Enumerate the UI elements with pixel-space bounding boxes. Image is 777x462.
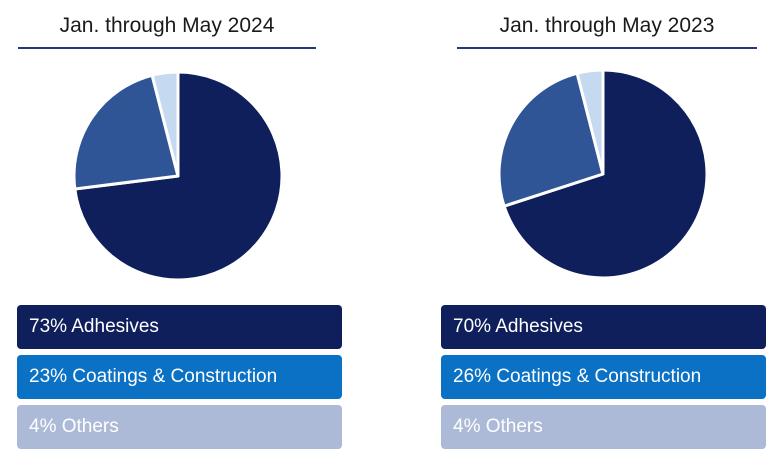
pie-slice-coatings-construction — [72, 73, 180, 191]
pie-slice-others — [150, 70, 180, 178]
legend-adhesives: 73% Adhesives — [17, 305, 342, 349]
chart-title: Jan. through May 2024 — [18, 11, 316, 49]
legend-others: 4% Others — [17, 405, 342, 449]
pie-chart — [497, 68, 709, 280]
chart-title: Jan. through May 2023 — [457, 11, 757, 49]
legend-coatings-construction: 26% Coatings & Construction — [441, 355, 766, 399]
chart-panel-2023: Jan. through May 2023 70% Adhesives 26% … — [425, 0, 766, 462]
legend-coatings-construction: 23% Coatings & Construction — [17, 355, 342, 399]
pie-slice-others — [575, 68, 605, 176]
legend-others: 4% Others — [441, 405, 766, 449]
pie-slice-coatings-construction — [497, 71, 605, 208]
pie-chart — [72, 70, 284, 282]
chart-panel-2024: Jan. through May 2024 73% Adhesives 23% … — [0, 0, 342, 462]
legend-adhesives: 70% Adhesives — [441, 305, 766, 349]
pie-slice-adhesives — [502, 68, 709, 280]
